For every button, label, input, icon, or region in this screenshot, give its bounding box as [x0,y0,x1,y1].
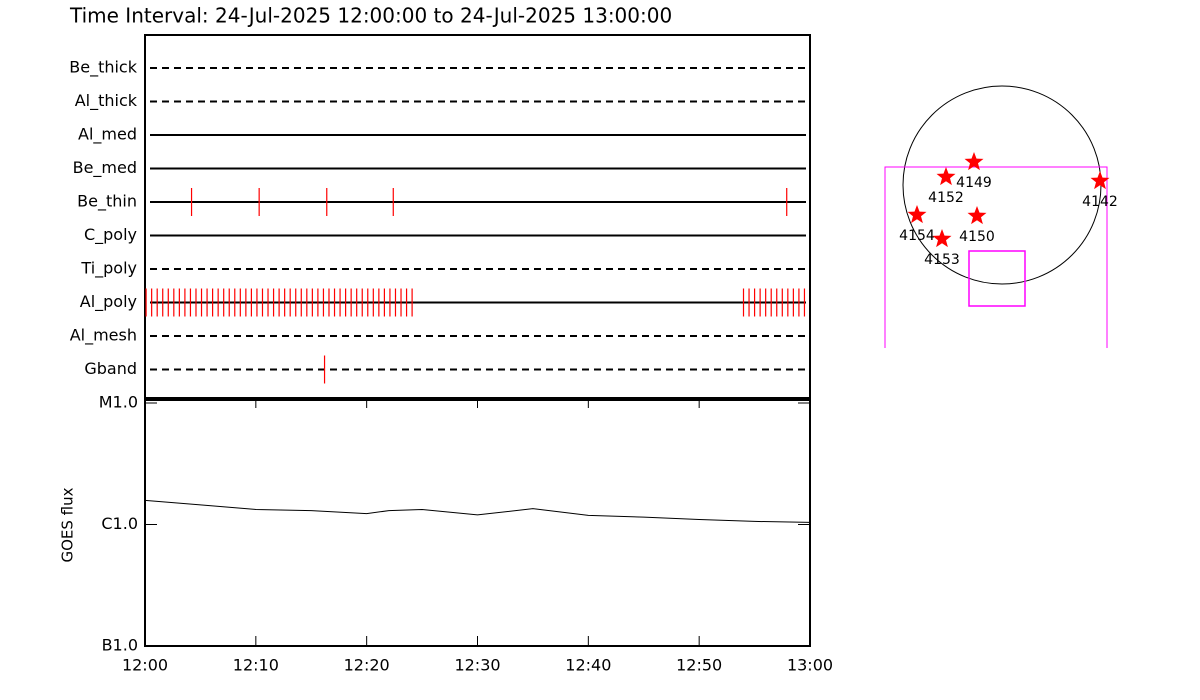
timeline-frame [144,34,811,399]
x-tick-label: 12:40 [565,656,611,675]
x-tick-label: 12:10 [233,656,279,675]
row-label: Be_thick [69,58,137,78]
goes-line [144,499,811,523]
row-label: Ti_poly [80,259,137,279]
x-tick-label: 12:20 [344,656,390,675]
region-marker [907,205,927,224]
x-tick-label: 12:30 [454,656,500,675]
row-label: Gband [84,359,137,378]
x-tick-label: 13:00 [787,656,833,675]
row-label: Be_thin [77,192,137,212]
y-tick-label: M1.0 [99,393,138,412]
region-marker [964,152,984,171]
y-tick-label: B1.0 [102,636,138,655]
x-tick-label: 12:50 [676,656,722,675]
y-axis-label: GOES flux [59,487,77,562]
region-label: 4149 [956,175,992,191]
row-label: Al_poly [80,292,137,312]
region-marker [967,206,987,225]
region-label: 4150 [959,229,995,245]
region-label: 4153 [924,252,960,268]
row-label: Al_thick [75,91,138,111]
row-label: C_poly [84,225,137,245]
region-label: 4152 [928,190,964,206]
region-label: 4142 [1082,194,1118,210]
row-label: Al_mesh [70,326,137,346]
goes-frame [144,399,811,647]
fov-box [884,166,1108,348]
region-label: 4154 [899,228,935,244]
row-label: Al_med [78,125,137,145]
y-tick-label: C1.0 [101,514,138,533]
chart-title: Time Interval: 24-Jul-2025 12:00:00 to 2… [69,4,672,28]
region-marker [1090,171,1110,190]
fov-small [968,250,1026,307]
row-label: Be_med [73,158,137,178]
region-marker [932,229,952,248]
x-tick-label: 12:00 [122,656,168,675]
region-marker [936,167,956,186]
